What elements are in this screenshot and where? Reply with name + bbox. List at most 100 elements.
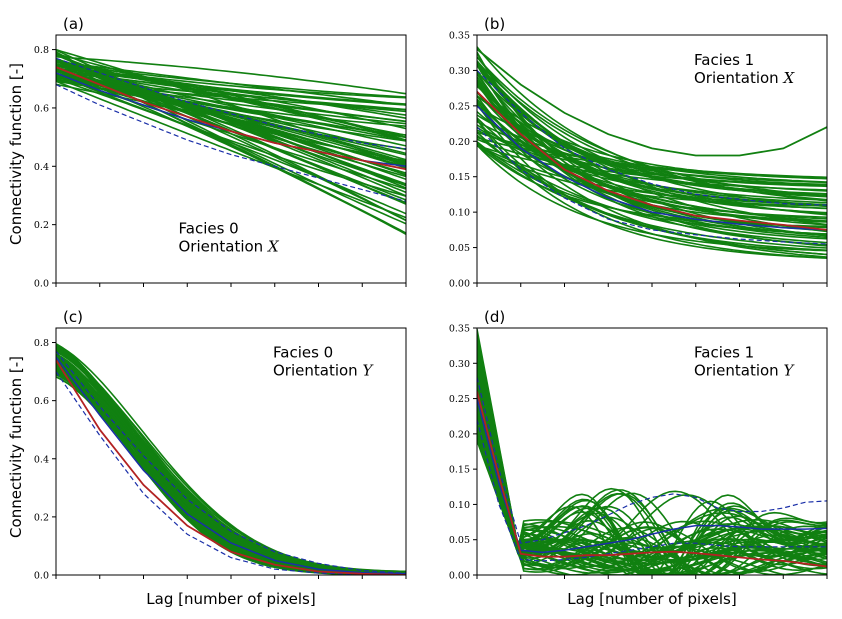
realization-line xyxy=(477,131,827,179)
realization-line xyxy=(477,386,827,573)
upper-series-line xyxy=(477,377,827,544)
mean-series-line xyxy=(477,105,827,231)
realization-line xyxy=(477,56,827,208)
realization-line xyxy=(56,48,406,167)
orientation-annotation: Orientation X xyxy=(694,69,795,87)
realization-line xyxy=(56,83,406,151)
x-axis-label-left: Lag [number of pixels] xyxy=(146,590,315,608)
x-axis-label-right: Lag [number of pixels] xyxy=(567,590,736,608)
realization-line xyxy=(477,101,827,209)
facies-annotation: Facies 0 xyxy=(179,219,239,237)
reference-series-line xyxy=(477,391,827,568)
realization-line xyxy=(56,59,406,187)
realization-line xyxy=(477,396,827,575)
y-tick-label: 0.15 xyxy=(449,172,470,183)
realization-line xyxy=(56,63,406,98)
lower-series-line xyxy=(477,419,827,562)
realization-line xyxy=(477,416,827,569)
lower-series-line xyxy=(56,84,406,202)
orientation-variable: X xyxy=(782,69,795,87)
orientation-prefix: Orientation xyxy=(179,237,268,255)
realization-line xyxy=(477,124,827,201)
orientation-prefix: Orientation xyxy=(694,362,783,380)
realization-line xyxy=(56,80,406,111)
realization-line xyxy=(56,79,406,156)
plot-area xyxy=(477,46,827,259)
y-tick-label: 0.20 xyxy=(449,429,470,440)
realization-line xyxy=(477,144,827,191)
orientation-variable: Y xyxy=(783,362,795,380)
orientation-annotation: Orientation Y xyxy=(694,362,795,380)
panel-d: 0.00 0.05 0.10 0.15 0.20 0.25 0.30 0.35 (d) Facie… xyxy=(449,308,828,582)
facies-annotation: Facies 1 xyxy=(694,51,754,69)
reference-series-line xyxy=(56,66,406,171)
plot-area xyxy=(56,343,406,575)
plot-area xyxy=(477,329,827,575)
panel-label: (b) xyxy=(484,15,505,33)
panel-label: (c) xyxy=(63,308,83,326)
realization-line xyxy=(477,345,827,575)
realization-line xyxy=(477,71,827,239)
realization-line xyxy=(56,65,406,119)
y-tick-label: 0.25 xyxy=(449,394,470,405)
orientation-prefix: Orientation xyxy=(694,69,783,87)
y-tick-label: 0.0 xyxy=(34,571,49,582)
y-tick-label: 0.05 xyxy=(449,243,470,254)
orientation-variable: Y xyxy=(362,362,374,380)
y-tick-label: 0.10 xyxy=(449,208,470,219)
plot-area xyxy=(56,48,406,236)
reference-series-line xyxy=(56,359,406,575)
realization-line xyxy=(477,428,827,559)
realization-line xyxy=(56,59,406,187)
realization-line xyxy=(56,49,406,205)
realization-line xyxy=(56,62,406,236)
realization-line xyxy=(477,61,827,226)
mean-series-line xyxy=(56,356,406,575)
panel-label: (a) xyxy=(63,15,84,33)
y-tick-label: 0.30 xyxy=(449,66,470,77)
y-tick-label: 0.25 xyxy=(449,101,470,112)
realization-line xyxy=(477,102,827,259)
orientation-annotation: Orientation Y xyxy=(273,362,374,380)
realization-line xyxy=(477,436,827,569)
y-tick-label: 0.6 xyxy=(34,396,49,407)
upper-series-line xyxy=(56,350,406,574)
realization-line xyxy=(477,131,827,256)
y-tick-label: 0.15 xyxy=(449,465,470,476)
realization-line xyxy=(56,365,406,574)
y-tick-label: 0.6 xyxy=(34,103,49,114)
lower-series-line xyxy=(477,126,827,245)
y-axis-label-top: Connectivity function [-] xyxy=(7,63,25,245)
y-tick-label: 0.05 xyxy=(449,535,470,546)
y-tick-label: 0.8 xyxy=(34,338,49,349)
y-tick-label: 0.30 xyxy=(449,359,470,370)
realization-line xyxy=(477,134,827,244)
realization-line xyxy=(477,100,827,258)
y-tick-label: 0.8 xyxy=(34,45,49,56)
y-tick-label: 0.35 xyxy=(449,31,470,42)
realization-line xyxy=(56,67,406,105)
facies-annotation: Facies 0 xyxy=(273,344,333,362)
realization-line xyxy=(56,56,406,95)
realization-line xyxy=(477,331,827,565)
upper-series-line xyxy=(477,69,827,206)
orientation-prefix: Orientation xyxy=(273,362,362,380)
realization-line xyxy=(477,85,827,180)
y-tick-label: 0.2 xyxy=(34,512,49,523)
y-tick-label: 0.4 xyxy=(34,162,49,173)
y-tick-label: 0.10 xyxy=(449,500,470,511)
y-tick-label: 0.00 xyxy=(449,279,470,290)
y-tick-label: 0.35 xyxy=(449,324,470,335)
orientation-annotation: Orientation X xyxy=(179,237,280,255)
y-tick-label: 0.20 xyxy=(449,137,470,148)
orientation-variable: X xyxy=(267,237,280,255)
mean-series-line xyxy=(477,398,827,554)
y-axis-label-bottom: Connectivity function [-] xyxy=(7,356,25,538)
realization-line xyxy=(56,79,406,111)
reference-series-line xyxy=(477,91,827,231)
outlier-realization-line xyxy=(477,48,827,157)
panel-b: 0.00 0.05 0.10 0.15 0.20 0.25 0.30 0.35 (b) Facie… xyxy=(449,15,828,290)
